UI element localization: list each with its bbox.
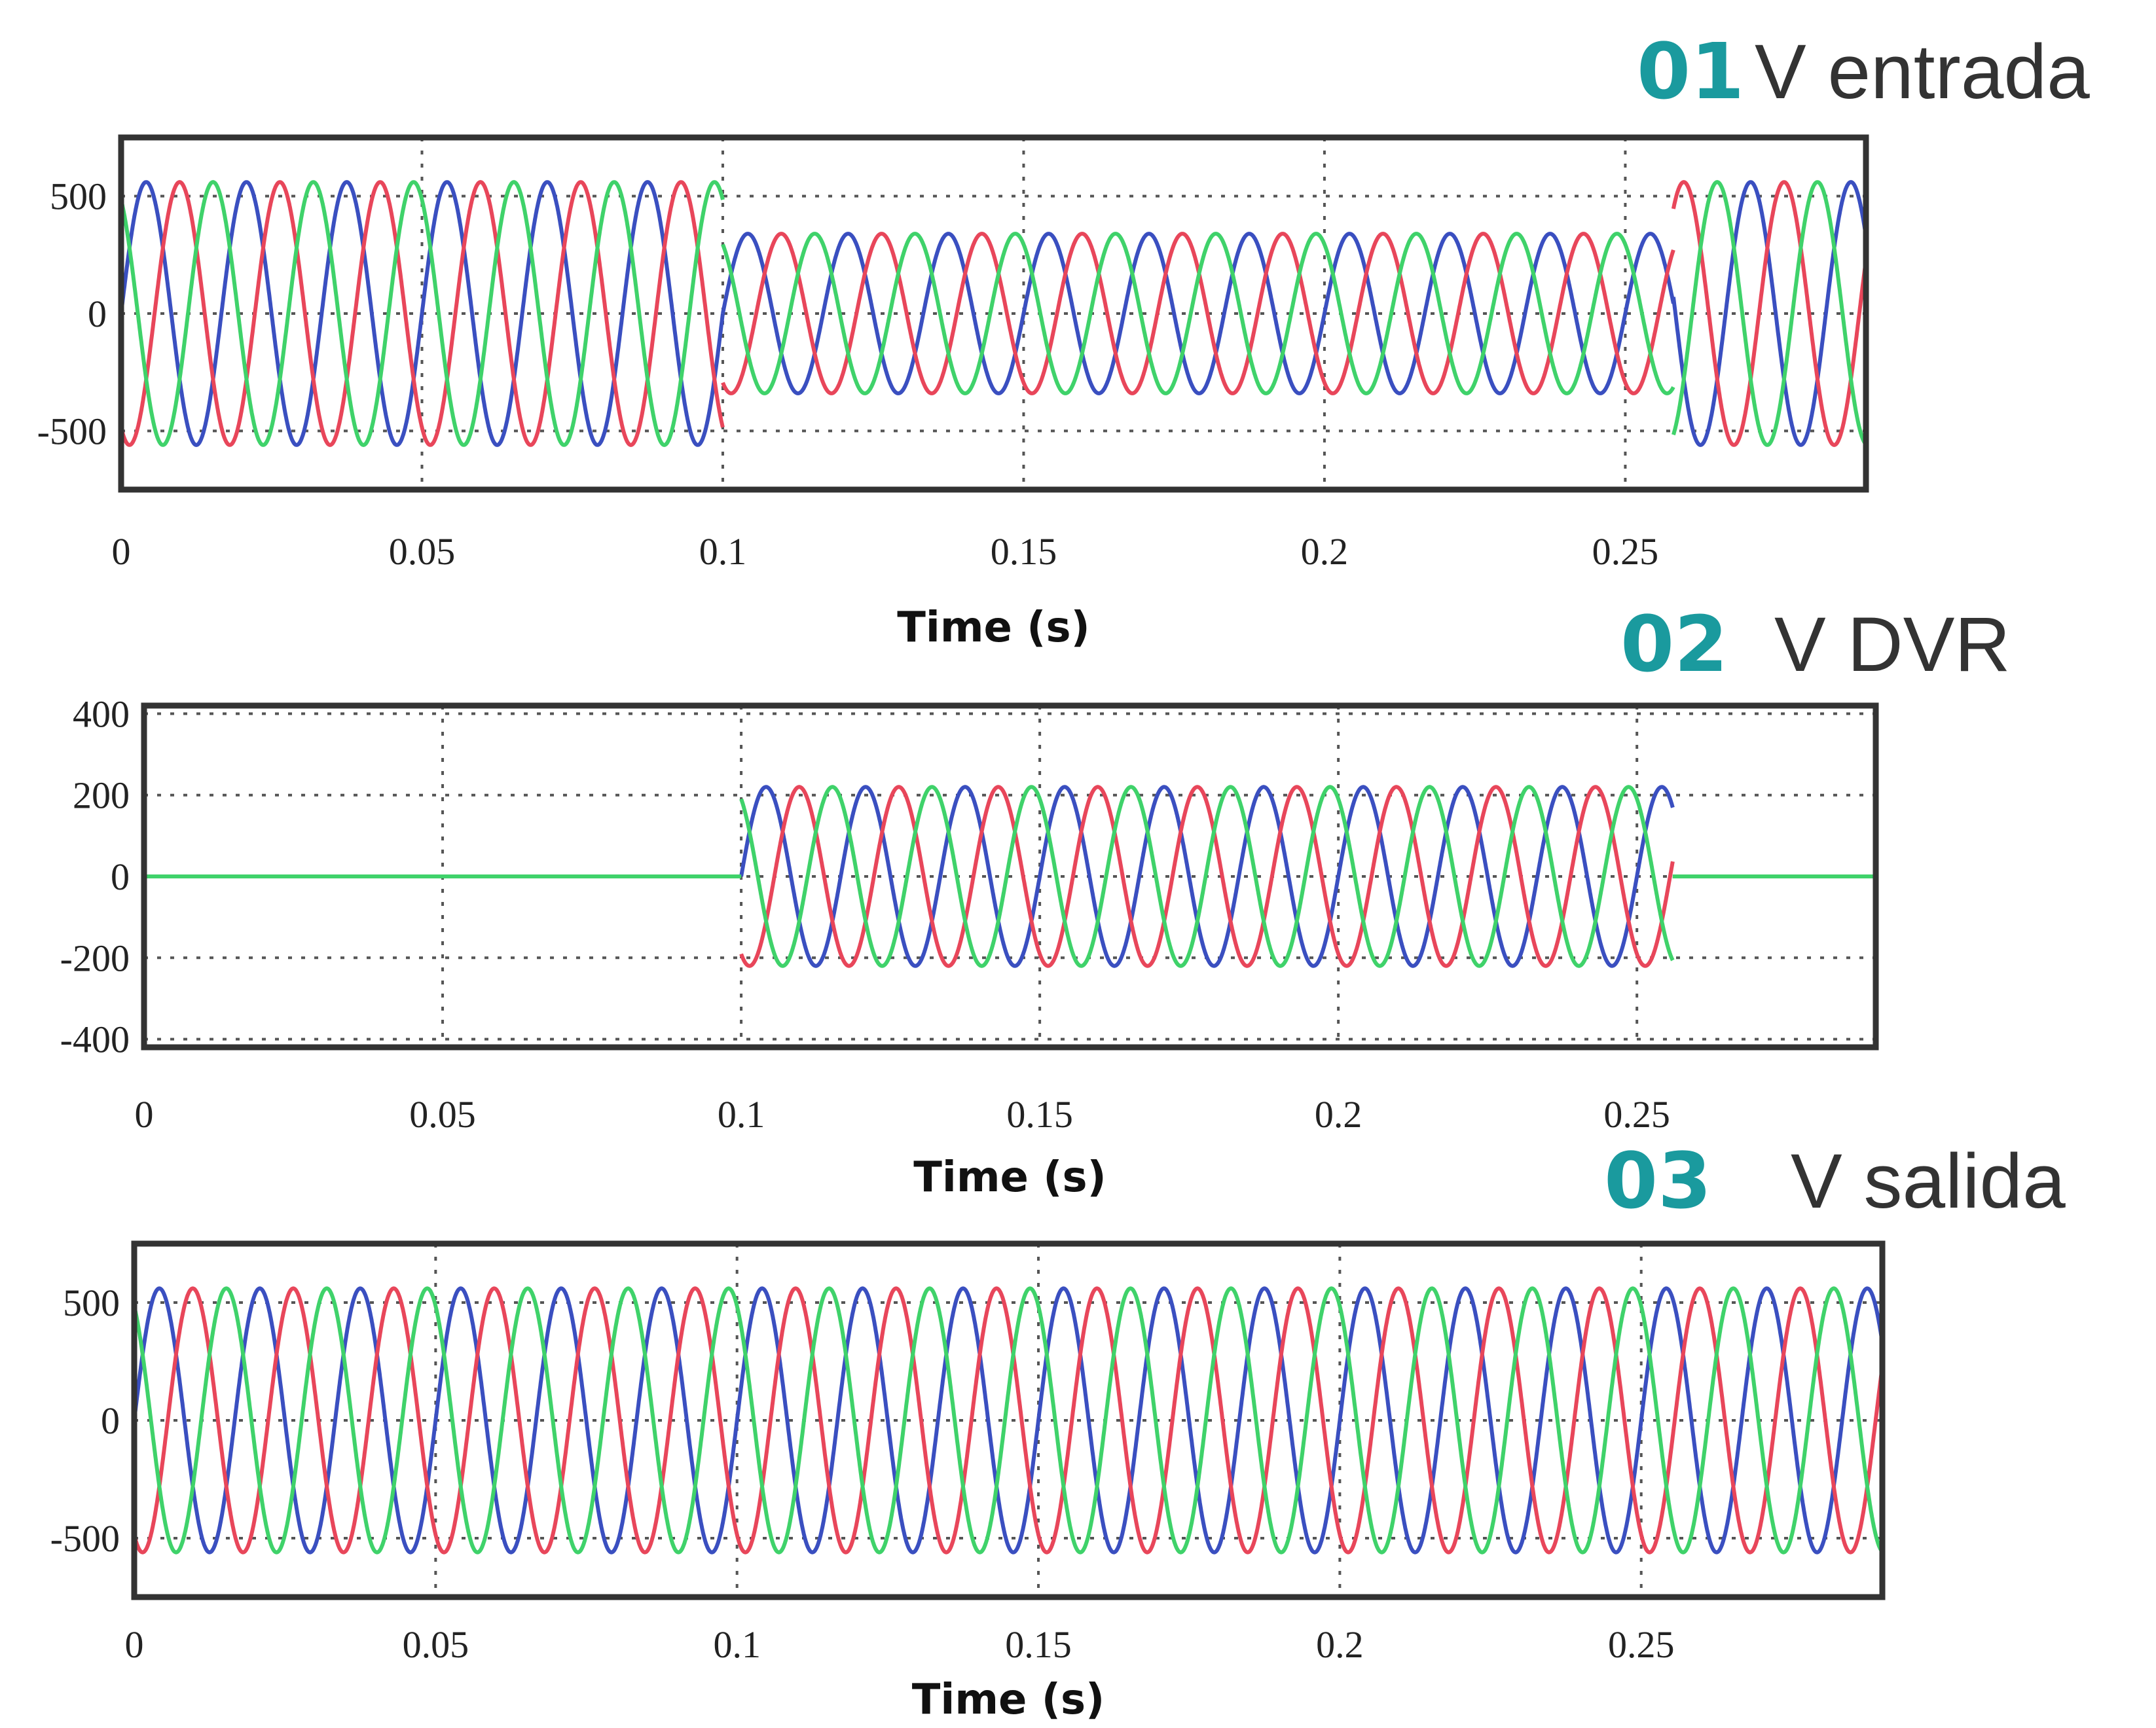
series-line <box>739 785 1675 968</box>
x-axis-label: Time (s) <box>913 1153 1106 1202</box>
panel-title: V salida <box>1791 1138 2066 1225</box>
plot-frame <box>131 1240 1886 1600</box>
panel-title: V entrada <box>1755 29 2090 115</box>
series-line <box>1671 180 1866 447</box>
plot-frame <box>141 702 1879 1051</box>
series-line <box>121 180 725 447</box>
chart-panel-3: 0 0.05 0.1 0.15 0.2 0.25 500 0 -500 Time (s) 03 V s… <box>50 1136 2066 1724</box>
y-tick-label: 0 <box>101 1399 120 1442</box>
chart-panel-2: 0 0.05 0.1 0.15 0.2 0.25 400 200 0 -200 -400 Time (… <box>60 599 2011 1202</box>
x-tick-label: 0.15 <box>1005 1623 1072 1666</box>
panel-number-badge: 03 <box>1604 1136 1711 1226</box>
x-tick-label: 0 <box>112 530 131 573</box>
x-axis-label: Time (s) <box>897 603 1090 652</box>
y-tick-label: 0 <box>111 855 130 898</box>
x-tick-label: 0.25 <box>1608 1623 1675 1666</box>
panel-number-badge: 02 <box>1620 599 1728 689</box>
x-tick-label: 0.1 <box>718 1093 765 1136</box>
y-tick-label: 500 <box>63 1282 120 1324</box>
x-tick-label: 0.2 <box>1316 1623 1364 1666</box>
x-tick-label: 0.2 <box>1301 530 1349 573</box>
chart-panel-1: 0 0.05 0.1 0.15 0.2 0.25 500 0 -500 Time (s) 01 V e… <box>37 26 2090 652</box>
series-line <box>1672 180 1866 447</box>
series-line <box>721 232 1675 395</box>
traces <box>121 180 1866 447</box>
y-tick-label: 400 <box>73 693 130 735</box>
y-tick-label: 200 <box>73 774 130 817</box>
x-tick-label: 0 <box>135 1093 154 1136</box>
y-tick-label: -500 <box>37 410 107 452</box>
x-tick-label: 0.05 <box>409 1093 476 1136</box>
x-tick-label: 0.2 <box>1315 1093 1362 1136</box>
series-line <box>721 232 1675 395</box>
series-line <box>121 180 725 447</box>
series-line <box>134 1286 1882 1555</box>
x-axis-label: Time (s) <box>912 1676 1105 1724</box>
y-tick-label: 0 <box>88 293 107 335</box>
series-line <box>134 1286 1882 1555</box>
y-tick-label: -400 <box>60 1018 130 1061</box>
y-tick-label: -200 <box>60 937 130 979</box>
x-tick-label: 0 <box>125 1623 144 1666</box>
x-tick-label: 0.25 <box>1592 530 1659 573</box>
series-line <box>134 1286 1882 1555</box>
series-line <box>739 785 1675 968</box>
x-tick-label: 0.05 <box>389 530 456 573</box>
panel-title: V DVR <box>1774 602 2011 688</box>
series-line <box>739 785 1675 968</box>
y-tick-label: 500 <box>50 175 107 218</box>
panel-number-badge: 01 <box>1637 26 1744 117</box>
x-tick-label: 0.05 <box>403 1623 469 1666</box>
x-tick-label: 0.15 <box>1006 1093 1073 1136</box>
series-line <box>121 180 725 447</box>
plot-frame <box>118 134 1869 493</box>
x-tick-label: 0.15 <box>991 530 1057 573</box>
y-tick-label: -500 <box>50 1517 120 1560</box>
traces <box>134 1286 1882 1555</box>
traces <box>144 785 1876 968</box>
x-tick-label: 0.1 <box>699 530 747 573</box>
x-tick-label: 0.1 <box>713 1623 761 1666</box>
x-tick-label: 0.25 <box>1603 1093 1670 1136</box>
